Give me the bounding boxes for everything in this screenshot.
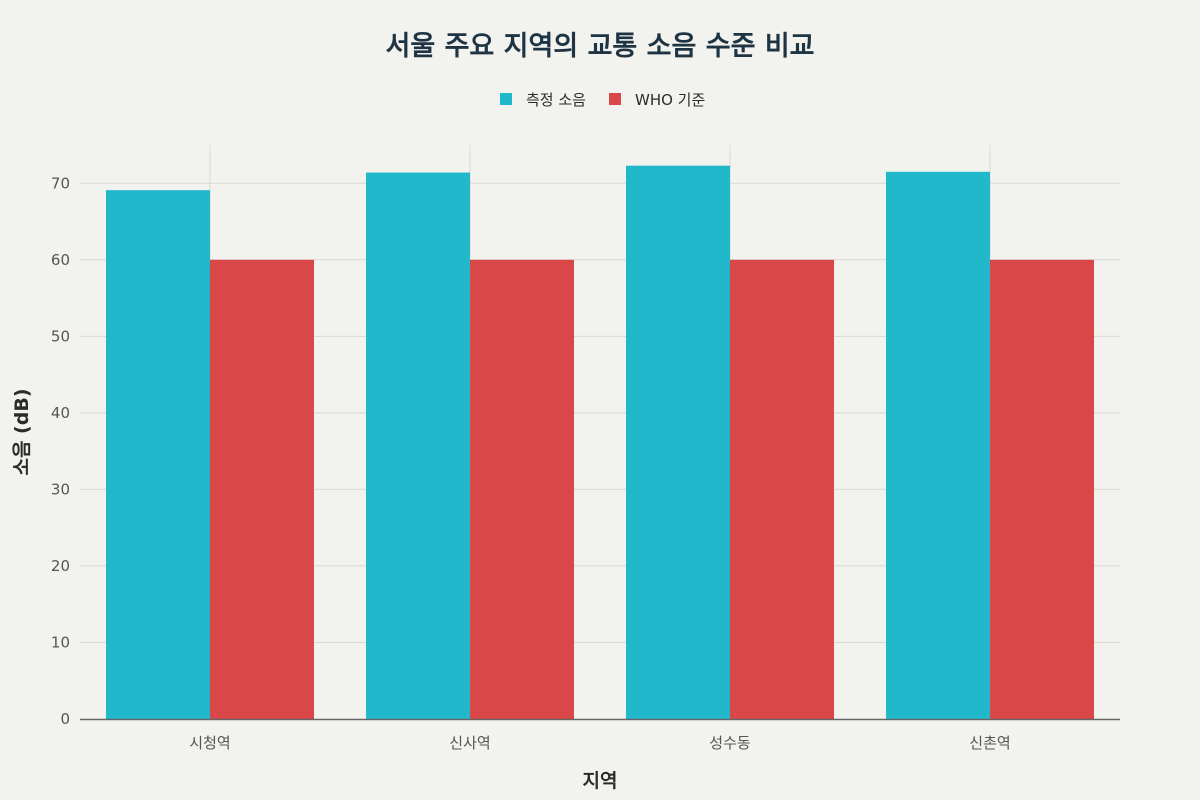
legend-swatch-measured-noise: [500, 93, 512, 105]
y-tick-label: 20: [51, 557, 70, 575]
legend-label-who-standard[interactable]: WHO 기준: [635, 91, 705, 109]
x-tick-label: 시청역: [189, 734, 230, 752]
x-axis-ticks: 시청역 신사역 성수동 신촌역: [189, 734, 1010, 752]
bar-who-3[interactable]: [990, 259, 1094, 719]
y-axis-ticks: 0 10 20 30 40 50 60 70: [51, 174, 70, 728]
bar-who-0[interactable]: [210, 259, 314, 719]
y-tick-label: 70: [51, 174, 70, 192]
bar-who-2[interactable]: [730, 259, 834, 719]
bar-measured-2[interactable]: [626, 165, 730, 719]
y-axis-title: 소음 (dB): [11, 388, 33, 475]
y-tick-label: 50: [51, 327, 70, 345]
x-tick-label: 신촌역: [969, 734, 1010, 752]
bar-measured-0[interactable]: [106, 190, 210, 719]
x-tick-label: 신사역: [449, 734, 490, 752]
bar-measured-1[interactable]: [366, 172, 470, 719]
bar-who-1[interactable]: [470, 259, 574, 719]
chart-title: 서울 주요 지역의 교통 소음 수준 비교: [386, 31, 815, 62]
x-axis-title: 지역: [583, 770, 618, 792]
y-tick-label: 30: [51, 480, 70, 498]
y-tick-label: 40: [51, 404, 70, 422]
bars: [106, 165, 1094, 719]
legend-swatch-who-standard: [609, 93, 621, 105]
y-tick-label: 60: [51, 251, 70, 269]
legend-label-measured-noise[interactable]: 측정 소음: [526, 91, 586, 109]
legend: 측정 소음 WHO 기준: [500, 91, 705, 109]
y-tick-label: 0: [60, 710, 70, 728]
x-tick-label: 성수동: [709, 734, 751, 752]
bar-measured-3[interactable]: [886, 171, 990, 719]
y-tick-label: 10: [51, 633, 70, 651]
